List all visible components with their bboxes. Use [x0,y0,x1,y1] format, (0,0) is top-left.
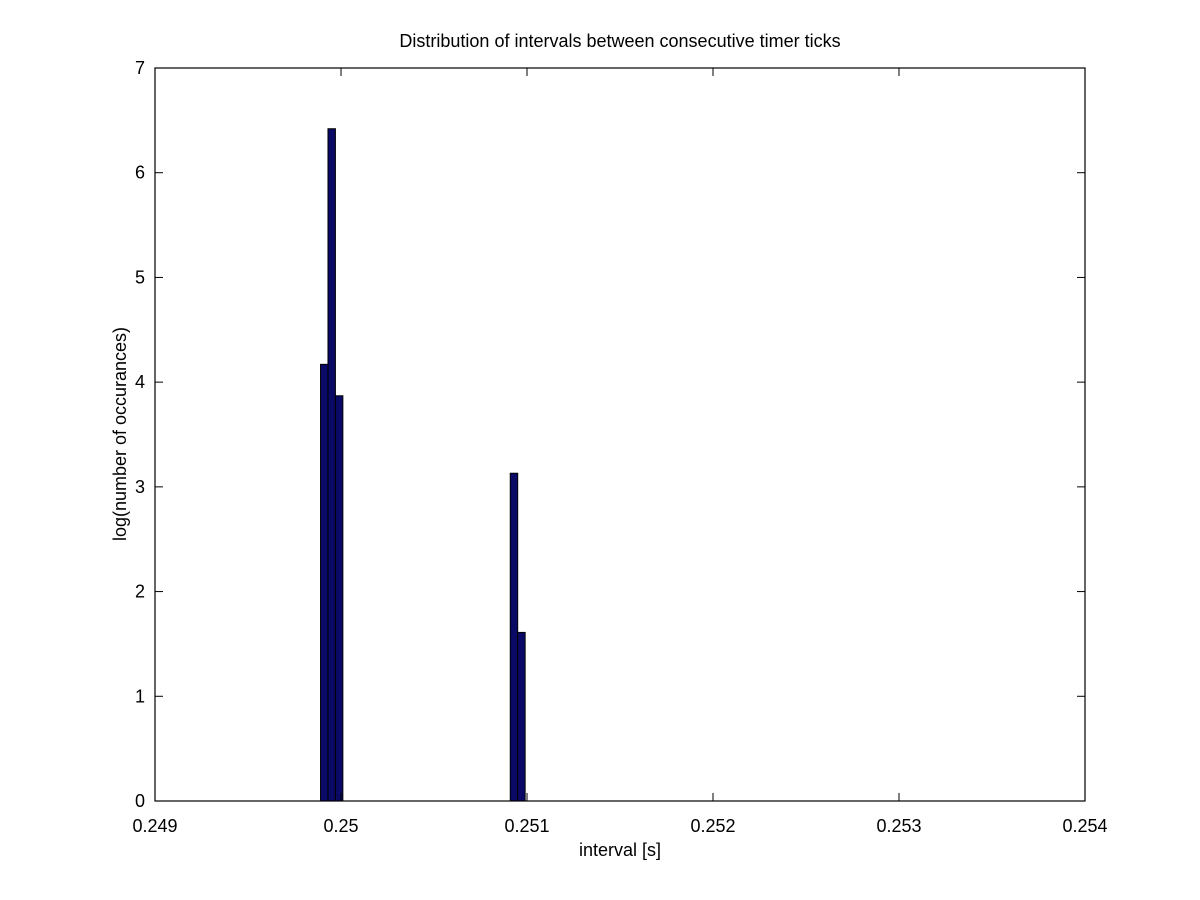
x-tick-label: 0.253 [876,816,921,836]
plot-area-frame [154,67,1086,802]
x-axis-label: interval [s] [579,840,661,860]
y-tick-label: 7 [135,58,145,78]
bars-group [320,128,526,802]
y-tick-label: 1 [135,686,145,706]
histogram-bar-1 [327,128,336,802]
y-tick-label: 4 [135,372,145,392]
y-tick-label: 6 [135,163,145,183]
ticks-group: 0.249 0.25 0.251 0.252 0.253 0.254 0 1 2 3 4 5 6 7 [132,58,1107,836]
histogram-bar-4 [517,631,526,802]
histogram-bar-2 [334,395,344,802]
x-tick-label: 0.251 [504,816,549,836]
y-tick-label: 0 [135,791,145,811]
x-tick-label: 0.25 [323,816,358,836]
y-tick-label: 2 [135,582,145,602]
chart-title: Distribution of intervals between consec… [399,31,840,51]
histogram-bar-0 [320,363,329,802]
y-tick-label: 3 [135,477,145,497]
x-tick-label: 0.249 [132,816,177,836]
histogram-bar-3 [509,472,519,802]
y-tick-label: 5 [135,267,145,287]
y-axis-label: log(number of occurances) [110,327,130,541]
x-tick-label: 0.254 [1062,816,1107,836]
x-tick-label: 0.252 [690,816,735,836]
